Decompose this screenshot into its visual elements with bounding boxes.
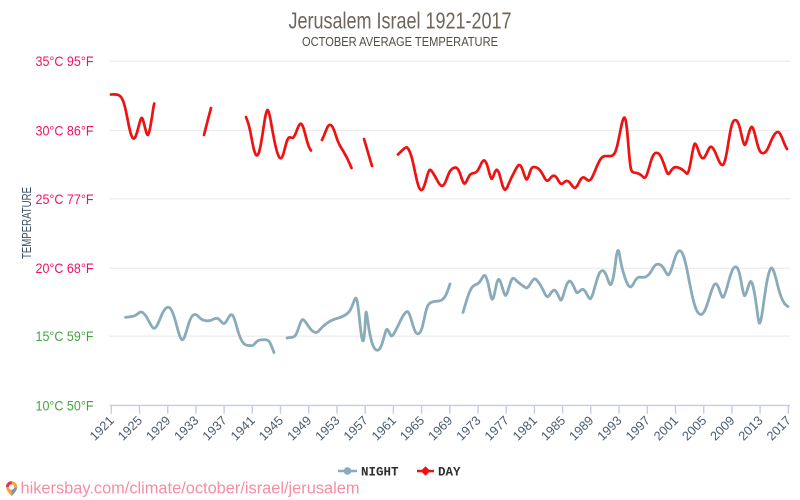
svg-text:Jerusalem Israel 1921-2017: Jerusalem Israel 1921-2017	[289, 8, 512, 34]
svg-text:35°C 95°F: 35°C 95°F	[36, 54, 94, 69]
svg-text:30°C 86°F: 30°C 86°F	[36, 124, 94, 139]
svg-text:OCTOBER AVERAGE TEMPERATURE: OCTOBER AVERAGE TEMPERATURE	[302, 34, 498, 49]
svg-text:TEMPERATURE: TEMPERATURE	[20, 187, 34, 259]
svg-text:25°C 77°F: 25°C 77°F	[36, 192, 94, 207]
svg-text:15°C 59°F: 15°C 59°F	[36, 329, 94, 344]
svg-text:NIGHT: NIGHT	[361, 466, 399, 480]
svg-text:10°C 50°F: 10°C 50°F	[36, 398, 94, 413]
svg-text:20°C 68°F: 20°C 68°F	[36, 261, 94, 276]
svg-text:DAY: DAY	[438, 466, 461, 480]
svg-text:hikersbay.com/climate/october/: hikersbay.com/climate/october/israel/jer…	[21, 479, 360, 498]
